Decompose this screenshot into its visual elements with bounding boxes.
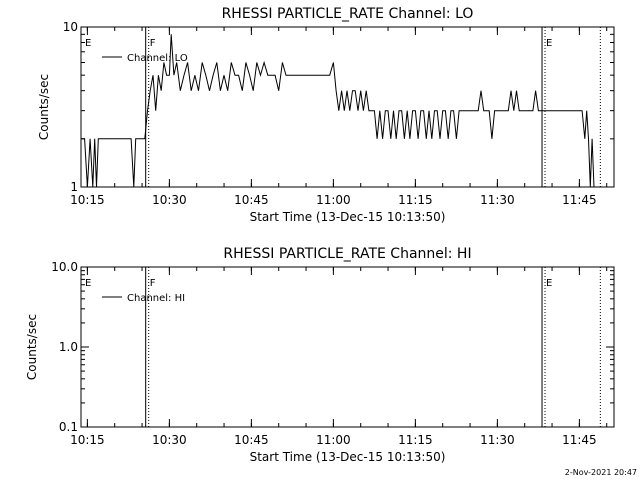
marker-label: F	[150, 38, 156, 49]
chart-title: RHESSI PARTICLE_RATE Channel: HI	[223, 246, 471, 262]
x-tick-label: 10:30	[152, 433, 187, 447]
marker-label: E	[546, 38, 552, 49]
y-tick-label: 10.0	[51, 260, 78, 274]
x-axis-label: Start Time (13-Dec-15 10:13:50)	[250, 450, 446, 464]
plot-frame	[80, 266, 615, 428]
x-tick-label: 11:30	[480, 193, 515, 207]
x-tick-label: 10:15	[70, 433, 105, 447]
plot-frame	[80, 26, 615, 188]
y-tick-label: 1.0	[59, 340, 78, 354]
series-line	[81, 34, 595, 188]
y-tick-label: 10	[63, 20, 78, 34]
x-tick-label: 11:15	[398, 193, 433, 207]
x-tick-label: 10:45	[234, 193, 269, 207]
legend-entry: Channel: HI	[127, 293, 185, 304]
x-tick-label: 10:30	[152, 193, 187, 207]
hi-channel-panel: RHESSI PARTICLE_RATE Channel: HI 10:15 10:…	[25, 246, 615, 464]
x-tick-label: 11:15	[398, 433, 433, 447]
marker-label: E	[546, 278, 552, 289]
x-tick-label: 10:15	[70, 193, 105, 207]
x-tick-label: 11:45	[562, 193, 597, 207]
x-tick-label: 11:00	[316, 433, 351, 447]
x-tick-label: 10:45	[234, 433, 269, 447]
y-tick-label: 0.1	[59, 420, 78, 434]
x-tick-label: 11:30	[480, 433, 515, 447]
x-axis-label: Start Time (13-Dec-15 10:13:50)	[250, 210, 446, 224]
lo-channel-panel: RHESSI PARTICLE_RATE Channel: LO 10:15 10:…	[37, 6, 615, 224]
y-tick-label: 1	[70, 180, 78, 194]
y-axis-label: Counts/sec	[37, 74, 51, 140]
marker-label: E	[85, 278, 91, 289]
marker-label: E	[85, 38, 91, 49]
y-axis-label: Counts/sec	[25, 314, 39, 380]
chart-title: RHESSI PARTICLE_RATE Channel: LO	[222, 6, 474, 22]
legend-entry: Channel: LO	[127, 53, 188, 64]
x-tick-label: 11:00	[316, 193, 351, 207]
marker-label: F	[150, 278, 156, 289]
x-tick-label: 11:45	[562, 433, 597, 447]
footer-timestamp: 2-Nov-2021 20:47	[565, 468, 637, 477]
